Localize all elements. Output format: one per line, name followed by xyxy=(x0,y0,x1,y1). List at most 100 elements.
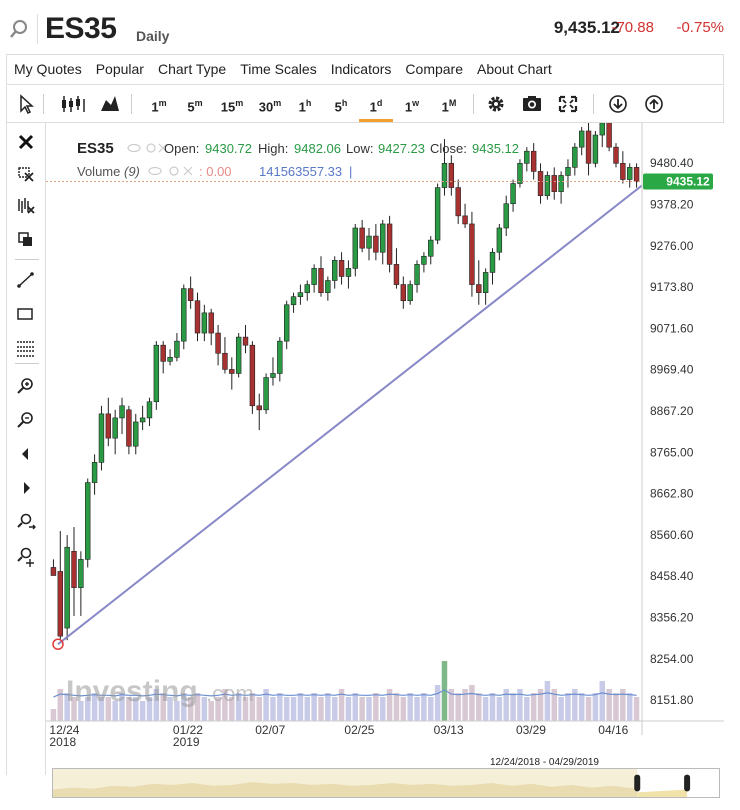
fullscreen-icon[interactable] xyxy=(557,86,579,122)
menu-indicators[interactable]: Indicators xyxy=(330,61,392,77)
menu-my-quotes[interactable]: My Quotes xyxy=(14,61,82,77)
volume-bar xyxy=(626,693,633,721)
date-range-label: 12/24/2018 - 04/29/2019 xyxy=(490,757,599,768)
volume-bar xyxy=(530,693,537,721)
navigator-strip[interactable] xyxy=(52,768,720,798)
price-tick-label: 8151.80 xyxy=(650,693,694,707)
legend-volume-icons[interactable] xyxy=(148,166,193,176)
legend-volume-separator: | xyxy=(349,164,352,179)
timescale-1h[interactable]: 1h xyxy=(298,98,312,115)
volume-bar xyxy=(112,701,118,721)
timescale-1d[interactable]: 1d xyxy=(359,86,393,122)
delete-studies-icon[interactable] xyxy=(15,195,37,217)
candle-body xyxy=(414,264,420,285)
volume-bar xyxy=(338,689,345,721)
cursor-icon[interactable] xyxy=(15,86,35,122)
candle-body xyxy=(71,550,77,588)
trendline[interactable] xyxy=(57,184,643,646)
download-icon[interactable] xyxy=(607,86,629,122)
upload-icon[interactable] xyxy=(643,86,665,122)
candle-body xyxy=(222,352,228,370)
menu-about-chart[interactable]: About Chart xyxy=(477,61,552,77)
volume-bar xyxy=(613,693,619,721)
timescale-1m[interactable]: 1m xyxy=(151,98,167,115)
menu-popular[interactable]: Popular xyxy=(95,61,144,77)
time-tick-label: 12/24 xyxy=(49,723,79,737)
timescale-30m[interactable]: 30m xyxy=(258,98,282,115)
timescale-15m[interactable]: 15m xyxy=(220,98,244,115)
volume-bar xyxy=(441,661,448,721)
volume-ma-line xyxy=(53,689,637,698)
volume-bar xyxy=(373,693,379,721)
volume-bar xyxy=(585,697,592,721)
fibonacci-tool-icon[interactable] xyxy=(15,337,37,359)
volume-bar xyxy=(181,693,187,721)
candle-body xyxy=(565,167,571,176)
candle-body xyxy=(578,130,585,148)
timescale-5h[interactable]: 5h xyxy=(334,98,348,115)
trendline-tool-icon[interactable] xyxy=(15,269,37,291)
zoom-in-icon[interactable] xyxy=(15,375,37,397)
volume-bar xyxy=(208,701,214,721)
time-tick-year: 2019 xyxy=(173,735,200,749)
close-icon[interactable] xyxy=(15,131,37,153)
candle-body xyxy=(393,264,400,285)
menu-compare[interactable]: Compare xyxy=(405,61,464,77)
volume-bar xyxy=(393,693,400,721)
candle-body xyxy=(146,401,153,419)
candle-body xyxy=(455,187,461,217)
candle-body xyxy=(318,268,324,293)
volume-bar xyxy=(572,689,578,721)
timescale-1M[interactable]: 1M xyxy=(441,98,457,115)
candle-body xyxy=(78,559,84,588)
timescale-5m[interactable]: 5m xyxy=(187,98,203,115)
zoom-in-time-icon[interactable] xyxy=(15,511,37,533)
price-chart[interactable]: Investing .com 9480.40 9378.20 9276.00 9173… xyxy=(46,123,724,775)
legend-high-label: High: xyxy=(258,141,288,156)
volume-bar xyxy=(160,693,166,721)
candle-body xyxy=(174,340,180,358)
rectangle-tool-icon[interactable] xyxy=(15,303,37,325)
candle-body xyxy=(133,421,139,447)
candles-chart-icon[interactable] xyxy=(59,86,87,122)
candle-body xyxy=(380,223,386,253)
volume-bar xyxy=(565,693,571,721)
timescale-1w[interactable]: 1w xyxy=(404,98,420,115)
candle-body xyxy=(249,344,256,407)
area-chart-icon[interactable] xyxy=(99,86,121,122)
volume-bar xyxy=(510,693,516,721)
candle-body xyxy=(517,163,523,184)
volume-bar xyxy=(105,697,112,721)
candle-body xyxy=(400,284,407,302)
zoom-out-time-icon[interactable] xyxy=(15,545,37,567)
price-tick-label: 9071.60 xyxy=(650,321,694,335)
candle-body xyxy=(627,167,633,180)
candle-body xyxy=(462,215,468,225)
search-icon[interactable] xyxy=(8,18,30,40)
menu-time-scales[interactable]: Time Scales xyxy=(240,61,317,77)
candle-body xyxy=(208,312,214,334)
navigator-handle-right[interactable] xyxy=(684,774,691,792)
legend-visibility-icons[interactable] xyxy=(127,143,168,153)
volume-bar xyxy=(366,697,372,721)
volume-bar xyxy=(256,697,262,721)
scroll-left-icon[interactable] xyxy=(15,443,37,465)
zoom-out-icon[interactable] xyxy=(15,409,37,431)
candle-body xyxy=(434,187,441,241)
candle-body xyxy=(428,239,434,257)
volume-bar xyxy=(592,693,599,721)
scroll-right-icon[interactable] xyxy=(15,477,37,499)
gear-icon[interactable] xyxy=(485,86,507,122)
navigator-handle-left[interactable] xyxy=(634,774,641,792)
legend-volume-period: (9) xyxy=(124,164,140,179)
volume-bar xyxy=(98,697,105,721)
menu-chart-type[interactable]: Chart Type xyxy=(157,61,227,77)
camera-icon[interactable] xyxy=(521,86,543,122)
volume-bar xyxy=(524,697,530,721)
clone-icon[interactable] xyxy=(15,229,37,251)
svg-text:9435.12: 9435.12 xyxy=(666,174,710,188)
trendline-handle[interactable] xyxy=(52,638,64,650)
remove-drawings-icon[interactable] xyxy=(15,163,37,185)
price-tick-label: 9173.80 xyxy=(650,280,694,294)
